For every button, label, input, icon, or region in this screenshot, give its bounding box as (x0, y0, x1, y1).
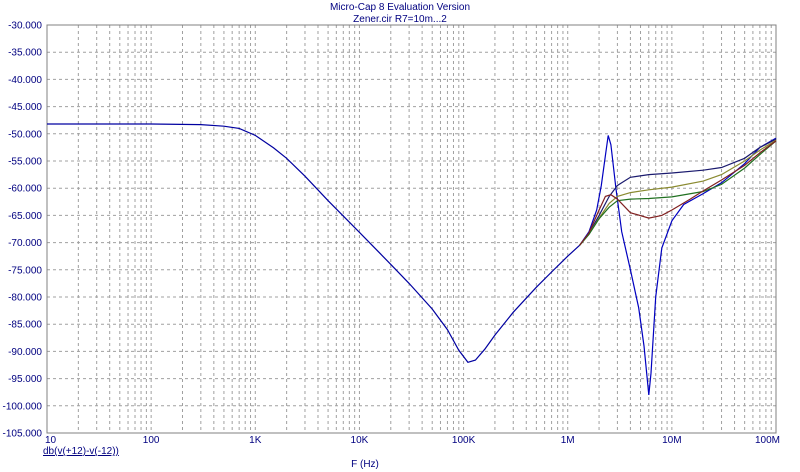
series-line-1 (579, 135, 777, 395)
chart-title: Micro-Cap 8 Evaluation Version (329, 2, 471, 13)
x-axis-label: F (Hz) (351, 459, 379, 470)
y-tick-label: -95.000 (8, 374, 42, 385)
chart-subtitle: Zener.cir R7=10m...2 (353, 14, 447, 25)
x-tick-label: 100K (452, 435, 476, 446)
x-tick-label: 100M (755, 435, 780, 446)
series-line-5 (579, 140, 777, 246)
x-tick-labels: 10 100 1K 10K 100K 1M 10M 100M (45, 435, 780, 446)
curves (47, 123, 777, 395)
plot-frame (46, 24, 777, 434)
series-line-2 (579, 138, 777, 246)
x-tick-label: 100 (143, 435, 160, 446)
trace-expression-label[interactable]: db(v(+12)-v(-12)) (43, 446, 119, 457)
x-tick-label: 10K (351, 435, 369, 446)
y-tick-labels: -30.000 -35.000 -40.000 -45.000 -50.000 -55.0… (3, 21, 43, 440)
y-tick-label: -80.000 (8, 293, 42, 304)
x-tick-label: 1M (561, 435, 575, 446)
y-tick-label: -50.000 (8, 129, 42, 140)
y-tick-label: -90.000 (8, 347, 42, 358)
y-tick-label: -105.000 (3, 429, 43, 440)
x-tick-label: 10M (662, 435, 681, 446)
series-line-3 (579, 139, 777, 246)
y-tick-label: -65.000 (8, 211, 42, 222)
series-line-4 (579, 140, 777, 246)
common-response-line (47, 123, 581, 363)
y-tick-label: -55.000 (8, 157, 42, 168)
y-tick-label: -60.000 (8, 184, 42, 195)
y-tick-label: -100.000 (3, 401, 43, 412)
y-tick-label: -40.000 (8, 75, 42, 86)
y-tick-label: -75.000 (8, 265, 42, 276)
y-tick-label: -70.000 (8, 238, 42, 249)
x-tick-label: 10 (45, 435, 57, 446)
x-tick-label: 1K (249, 435, 262, 446)
y-tick-label: -85.000 (8, 320, 42, 331)
y-tick-label: -35.000 (8, 48, 42, 59)
grid-lines (46, 24, 777, 434)
y-tick-label: -45.000 (8, 102, 42, 113)
y-tick-label: -30.000 (8, 21, 42, 32)
